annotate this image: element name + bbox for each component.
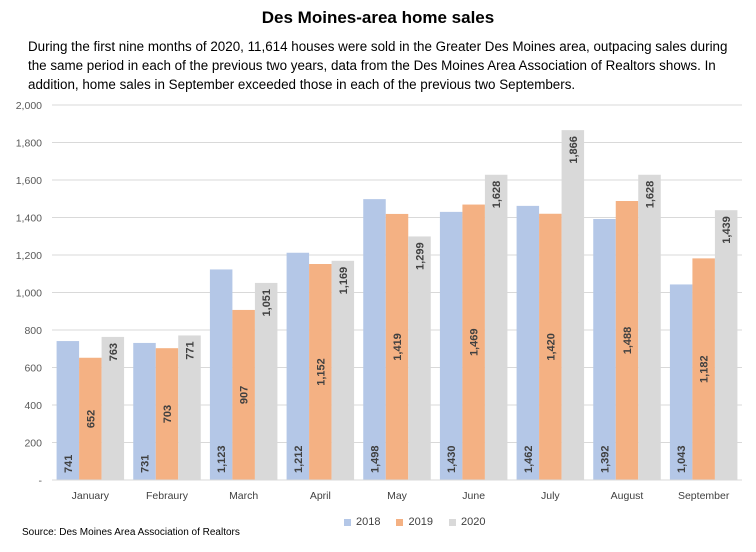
legend-label: 2020 [460,516,486,528]
legend-item-2019: 2019 [396,516,433,528]
bar-2020-june [484,174,508,480]
x-tick-label: July [541,490,560,502]
y-tick-label: 1,400 [16,213,42,225]
bar-2018-june [439,211,463,480]
y-tick-label: 600 [24,363,42,375]
data-label: 907 [239,386,251,404]
legend-item-2020: 2020 [448,516,486,528]
bar-2018-febraury [133,342,156,480]
bar-2019-june [462,204,485,480]
bar-2019-august [615,201,639,480]
bar-2020-march [254,282,278,480]
data-label: 1,430 [446,445,458,473]
bar-2020-august [638,174,661,480]
bar-2020-september [714,210,738,480]
x-axis-tick-labels: January Febraury March April May June July Augu… [72,490,730,502]
bar-2020-january [101,336,125,480]
data-label: 1,628 [491,181,503,209]
legend-swatch [344,518,351,526]
bar-2019-april [309,264,332,480]
bar-2018-april [286,252,310,480]
data-label: 1,498 [370,445,382,473]
data-label: 1,169 [338,267,350,295]
x-tick-label: March [229,490,258,502]
data-label: 1,152 [315,358,327,386]
bar-2019-january [79,357,102,480]
data-label: 771 [185,341,197,359]
bar-2019-september [692,258,715,480]
x-tick-label: Febraury [146,490,189,502]
data-label: 731 [140,455,152,473]
data-label: 1,488 [622,327,634,355]
data-label: 741 [63,455,75,473]
y-tick-label: 1,600 [16,175,42,187]
data-label: 1,469 [469,329,481,357]
y-tick-label: - [39,475,43,487]
y-tick-label: 2,000 [16,100,42,112]
legend: 2018 2019 2020 [344,516,485,528]
y-tick-label: 1,200 [16,250,42,262]
x-tick-label: June [462,490,485,502]
data-label: 703 [162,405,174,423]
data-label: 1,420 [545,333,557,361]
data-label: 1,043 [676,445,688,473]
bar-2018-august [593,219,616,480]
y-axis-tick-labels: - 200 400 600 800 1,000 1,200 1,400 1,600 1,800 2,… [16,100,43,487]
x-tick-label: September [678,490,730,502]
bar-2019-may [385,213,409,480]
data-label: 1,392 [600,445,612,473]
legend-swatch [448,518,456,526]
legend-item-2018: 2018 [344,516,380,528]
data-label: 1,182 [699,355,711,383]
x-tick-label: April [310,490,331,502]
bar-2020-april [331,260,355,480]
legend-swatch [396,518,404,526]
bar-2020-july [561,130,585,480]
bar-2020-may [408,236,431,480]
data-label: 1,051 [261,289,273,317]
data-label: 652 [85,410,97,428]
y-tick-label: 1,800 [16,138,42,150]
legend-label: 2018 [356,516,381,528]
bar-2019-july [539,213,562,480]
chart-title: Des Moines-area home sales [261,8,495,27]
bar-2018-january [56,341,80,480]
x-tick-label: January [72,490,110,502]
bars: 741 652 763 731 703 771 1,123 907 1,051 1,212 1,15… [56,130,738,480]
chart-subtitle: During the first nine months of 2020, 11… [28,39,728,92]
bar-2019-febraury [155,348,179,480]
data-label: 1,123 [216,445,228,473]
data-label: 1,628 [645,181,657,209]
y-tick-label: 200 [24,438,42,450]
y-tick-label: 800 [24,325,42,337]
source-note: Source: Des Moines Area Association of R… [22,527,240,538]
data-label: 1,439 [721,216,733,244]
data-label: 1,212 [293,445,305,473]
bar-2018-march [209,269,233,480]
bar-2018-september [669,284,693,480]
bar-2020-febraury [178,335,201,480]
bar-2018-july [516,205,540,480]
data-label: 1,866 [568,136,580,164]
bar-2019-march [232,309,255,480]
y-tick-label: 1,000 [16,288,42,300]
x-tick-label: August [611,490,644,502]
data-label: 763 [108,343,120,361]
y-tick-label: 400 [24,400,42,412]
bar-2018-may [363,199,386,480]
data-label: 1,462 [523,445,535,473]
data-label: 1,419 [392,333,404,361]
x-tick-label: May [387,490,408,502]
legend-label: 2019 [408,516,433,528]
data-label: 1,299 [415,242,427,270]
